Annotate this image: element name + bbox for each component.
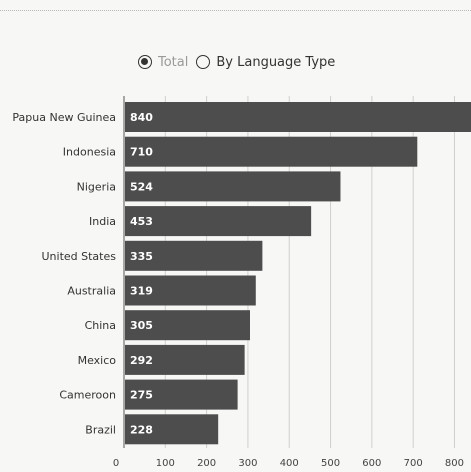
bar — [125, 240, 263, 271]
bar — [125, 379, 238, 410]
top-divider — [0, 10, 471, 11]
x-tick-label: 600 — [362, 458, 381, 469]
bar — [125, 310, 250, 341]
bar — [125, 206, 312, 237]
radio-label-total: Total — [158, 54, 189, 70]
x-tick-label: 500 — [321, 458, 340, 469]
radio-option-by-language-type[interactable]: By Language Type — [196, 55, 335, 70]
bar-value-label: 840 — [130, 111, 153, 124]
category-label: United States — [42, 250, 117, 263]
bar — [125, 171, 341, 202]
x-tick-label: 700 — [404, 458, 423, 469]
bar-value-label: 319 — [130, 285, 153, 298]
category-label: Cameroon — [59, 389, 116, 402]
x-tick-label: 300 — [238, 458, 257, 469]
bar-value-label: 228 — [130, 423, 153, 436]
mode-toggle: Total By Language Type — [138, 52, 335, 72]
bar-value-label: 453 — [130, 215, 153, 228]
bar — [125, 414, 219, 445]
x-tick-label: 800 — [445, 458, 464, 469]
category-label: China — [85, 319, 116, 332]
x-tick-label: 100 — [156, 458, 175, 469]
bar — [125, 102, 471, 132]
category-label: Indonesia — [63, 146, 116, 159]
bar-value-label: 335 — [130, 250, 153, 263]
bar-value-label: 292 — [130, 354, 153, 367]
bar-value-label: 305 — [130, 319, 153, 332]
bar-value-label: 710 — [130, 146, 153, 159]
radio-unselected-icon — [196, 55, 211, 69]
bar-value-label: 524 — [130, 180, 153, 193]
category-label: Nigeria — [77, 180, 116, 193]
category-label: India — [89, 215, 116, 228]
category-label: Papua New Guinea — [12, 111, 116, 124]
bar — [125, 344, 245, 375]
bar-value-label: 275 — [130, 389, 153, 402]
bar — [125, 275, 256, 306]
radio-selected-icon — [138, 55, 152, 69]
category-label: Australia — [67, 285, 116, 298]
bar — [125, 136, 418, 167]
category-label: Mexico — [78, 354, 117, 367]
x-tick-label: 400 — [280, 458, 299, 469]
x-tick-label: 200 — [197, 458, 216, 469]
category-label: Brazil — [85, 423, 116, 436]
radio-option-total[interactable]: Total — [138, 55, 196, 70]
radio-label-by-language-type: By Language Type — [216, 54, 336, 70]
x-tick-label: 0 — [113, 458, 119, 469]
